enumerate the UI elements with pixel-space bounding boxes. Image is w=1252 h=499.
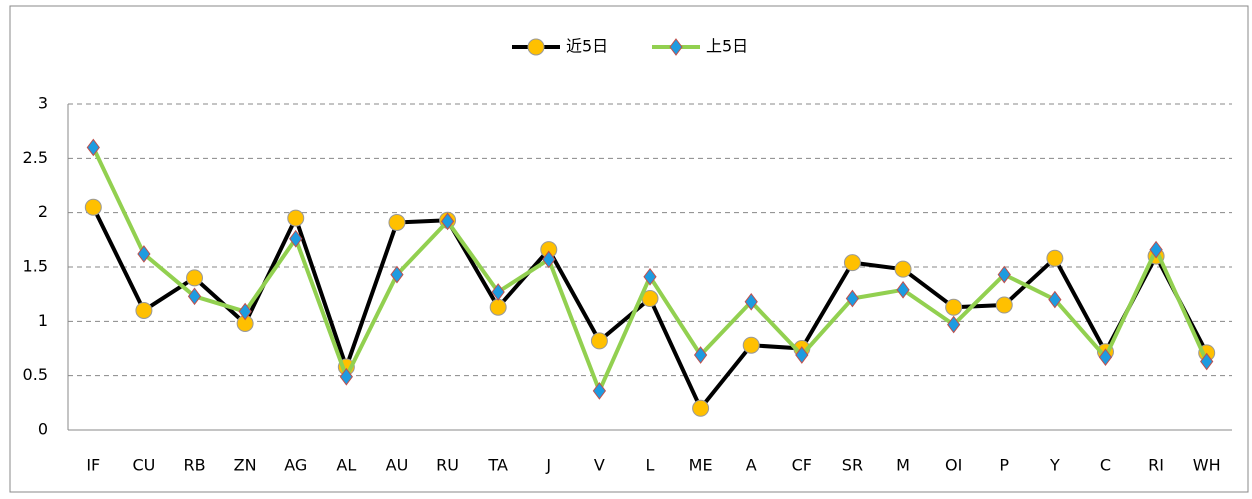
point xyxy=(289,229,303,248)
y-tick-label: 1.5 xyxy=(23,257,48,276)
point xyxy=(287,209,305,227)
x-tick-label: Y xyxy=(1049,456,1060,475)
x-tick-label: A xyxy=(746,456,757,475)
x-tick-label: AL xyxy=(336,456,356,475)
x-tick-label: RB xyxy=(183,456,205,475)
point xyxy=(1048,290,1062,309)
point xyxy=(491,283,505,301)
y-tick-label: 2.5 xyxy=(23,148,48,167)
point xyxy=(693,346,708,364)
x-tick-label: ME xyxy=(689,456,713,475)
chart-border xyxy=(9,5,1249,493)
x-tick-label: OI xyxy=(945,456,962,475)
point xyxy=(489,298,507,316)
x-tick-label: L xyxy=(646,456,655,475)
point xyxy=(187,287,202,306)
point xyxy=(137,245,151,263)
y-tick-label: 3 xyxy=(38,94,48,113)
point xyxy=(592,382,607,400)
x-tick-label: AU xyxy=(386,456,409,475)
point xyxy=(440,212,455,231)
x-tick-label: CF xyxy=(792,456,812,475)
point xyxy=(845,289,860,308)
y-tick-label: 1 xyxy=(38,311,48,330)
legend-label: 上5日 xyxy=(706,37,748,56)
point xyxy=(186,269,204,287)
point xyxy=(997,265,1011,284)
x-tick-label: ZN xyxy=(234,456,257,475)
x-tick-label: RI xyxy=(1148,456,1164,475)
point xyxy=(339,367,353,386)
point xyxy=(669,38,683,56)
point xyxy=(995,296,1013,314)
point xyxy=(742,336,760,354)
point xyxy=(945,298,963,316)
x-tick-label: M xyxy=(896,456,910,475)
x-tick-label: P xyxy=(999,456,1009,475)
point xyxy=(388,213,406,231)
x-tick-label: IF xyxy=(86,456,100,475)
point xyxy=(590,332,608,350)
x-tick-label: CU xyxy=(132,456,155,475)
point xyxy=(1098,348,1113,367)
y-tick-label: 0.5 xyxy=(23,365,48,384)
point xyxy=(795,346,809,364)
x-tick-label: J xyxy=(545,456,551,475)
x-tick-label: SR xyxy=(842,456,863,475)
point xyxy=(896,280,910,299)
point xyxy=(86,138,100,157)
x-tick-label: V xyxy=(594,456,605,475)
point xyxy=(542,250,556,269)
point xyxy=(843,254,861,272)
point xyxy=(527,38,545,56)
point xyxy=(894,260,912,278)
y-tick-label: 2 xyxy=(38,202,48,221)
point xyxy=(84,198,102,216)
point xyxy=(947,315,961,334)
x-tick-label: RU xyxy=(436,456,459,475)
point xyxy=(643,267,657,286)
x-tick-label: WH xyxy=(1193,456,1221,475)
point xyxy=(1200,352,1214,371)
point xyxy=(390,265,404,284)
point xyxy=(135,301,153,319)
point xyxy=(744,292,758,311)
point xyxy=(1046,249,1064,267)
legend-label: 近5日 xyxy=(566,37,608,56)
point xyxy=(692,399,710,417)
x-tick-label: AG xyxy=(284,456,307,475)
point xyxy=(238,302,252,321)
x-tick-label: C xyxy=(1100,456,1111,475)
y-tick-label: 0 xyxy=(38,420,48,439)
x-tick-label: TA xyxy=(487,456,508,475)
point xyxy=(1149,240,1163,259)
